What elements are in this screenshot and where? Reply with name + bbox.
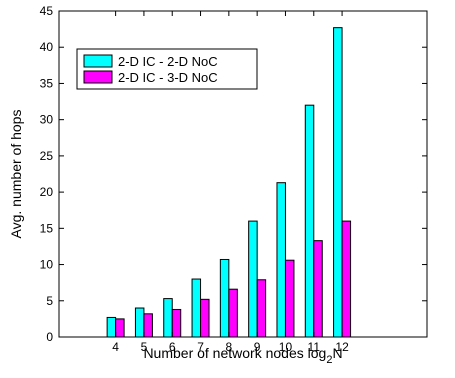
- legend-label-3d-noc: 2-D IC - 3-D NoC: [118, 70, 218, 85]
- bar-series2-9: [256, 279, 267, 338]
- y-tick-label-5: 5: [46, 294, 53, 308]
- x-axis-title-suffix: N: [332, 345, 342, 361]
- x-tick-label-6: 6: [169, 340, 176, 354]
- x-tick-label-11: 11: [308, 340, 321, 354]
- x-tick-label-8: 8: [226, 340, 233, 354]
- bar-series2-11: [313, 240, 323, 338]
- x-axis-title: Number of network nodes log2N: [143, 345, 342, 366]
- x-tick-label-7: 7: [197, 340, 204, 354]
- bar-series1-9: [248, 220, 258, 338]
- bar-series1-10: [276, 182, 286, 338]
- x-axis-title-main: Number of network nodes log: [143, 345, 326, 361]
- x-axis: 4 5 6 7 8 9 10 11 12: [112, 11, 349, 354]
- y-tick-label-15: 15: [40, 221, 54, 235]
- legend-label-2d-noc: 2-D IC - 2-D NoC: [118, 54, 218, 69]
- bar-series1-11: [304, 104, 315, 338]
- legend: 2-D IC - 2-D NoC 2-D IC - 3-D NoC: [76, 48, 258, 90]
- x-tick-label-5: 5: [141, 340, 148, 354]
- bar-series1-8: [219, 258, 230, 338]
- bar-series1-6: [163, 298, 173, 338]
- bars-group: [106, 27, 352, 338]
- y-tick-label-40: 40: [40, 40, 54, 54]
- x-tick-label-12: 12: [335, 340, 349, 354]
- y-tick-label-45: 45: [40, 4, 54, 18]
- bar-series2-10: [284, 259, 295, 338]
- y-axis: 0 5 10 15 20 25 30 35 40 45: [40, 4, 427, 344]
- bar-series2-5: [143, 313, 153, 338]
- x-tick-label-9: 9: [254, 340, 261, 354]
- x-axis-title-subscript: 2: [326, 354, 332, 366]
- legend-swatch-2d-noc: [83, 54, 113, 68]
- y-tick-label-0: 0: [46, 330, 53, 344]
- y-tick-label-35: 35: [40, 76, 54, 90]
- bar-series2-4: [115, 318, 125, 338]
- bar-series2-7: [200, 298, 210, 338]
- x-tick-label-10: 10: [279, 340, 293, 354]
- x-tick-label-4: 4: [112, 340, 119, 354]
- bar-series2-6: [171, 308, 182, 338]
- bar-series1-4: [106, 316, 117, 338]
- bar-series2-8: [228, 288, 238, 338]
- y-tick-label-25: 25: [40, 149, 54, 163]
- bar-series1-12: [333, 27, 343, 338]
- y-tick-label-30: 30: [40, 113, 54, 127]
- bar-series1-7: [191, 278, 202, 338]
- legend-swatch-3d-noc: [83, 70, 113, 84]
- y-tick-label-10: 10: [40, 258, 54, 272]
- y-tick-label-20: 20: [40, 185, 54, 199]
- y-axis-title: Avg. number of hops: [8, 110, 24, 239]
- bar-series1-5: [134, 307, 145, 338]
- bar-series2-12: [341, 220, 352, 338]
